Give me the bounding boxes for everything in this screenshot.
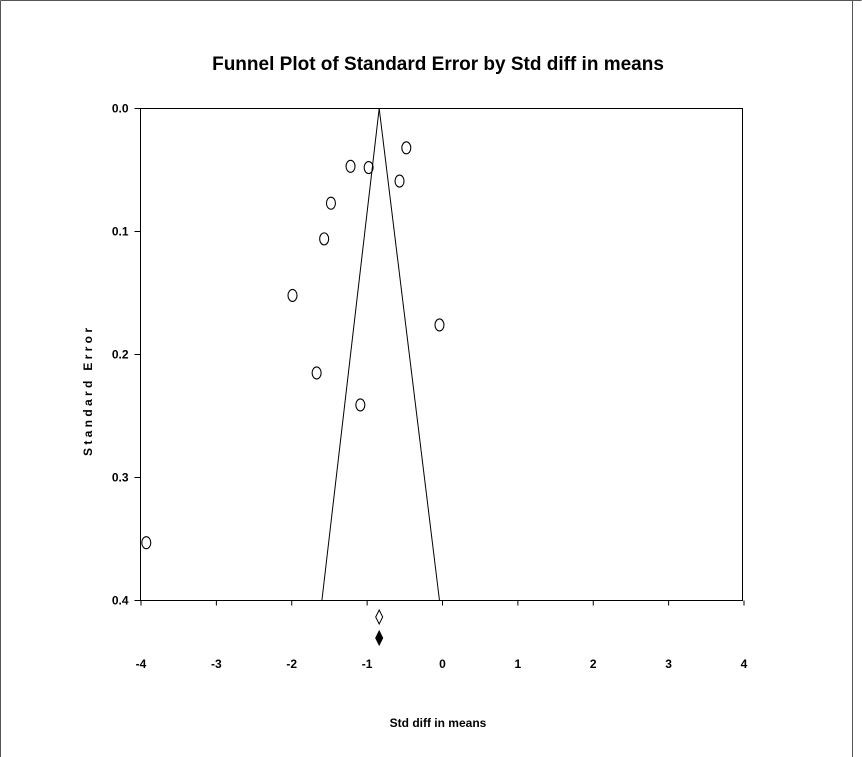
data-point xyxy=(355,398,366,412)
data-point xyxy=(394,174,405,188)
x-axis-label: Std diff in means xyxy=(390,716,487,730)
x-tick-label: 1 xyxy=(515,657,522,671)
funnel-right-line xyxy=(378,108,440,601)
x-tick-label: -4 xyxy=(136,657,147,671)
plot-area xyxy=(140,108,743,601)
data-points xyxy=(141,141,445,550)
y-tick-label: 0.3 xyxy=(112,471,129,485)
x-tick-label: 3 xyxy=(665,657,672,671)
data-point xyxy=(311,366,322,380)
summary-markers xyxy=(375,608,384,647)
x-tick-label: -2 xyxy=(286,657,297,671)
data-point xyxy=(345,159,356,173)
y-tick-label: 0.2 xyxy=(112,348,129,362)
data-point xyxy=(325,196,336,210)
funnel-left-line xyxy=(321,108,380,601)
summary-diamond-open xyxy=(375,608,384,626)
y-tick-label: 0.4 xyxy=(112,594,129,608)
data-point xyxy=(363,160,374,175)
data-point xyxy=(287,288,298,303)
x-axis: -4 -3 -2 -1 0 1 2 3 4 xyxy=(136,600,748,671)
data-point xyxy=(401,141,412,155)
y-tick-label: 0.1 xyxy=(112,225,129,239)
x-tick-label: -1 xyxy=(362,657,373,671)
chart-title: Funnel Plot of Standard Error by Std dif… xyxy=(212,54,664,75)
funnel xyxy=(321,108,440,601)
summary-diamond-filled xyxy=(375,629,384,647)
x-tick-label: 2 xyxy=(590,657,597,671)
y-axis-label: S t a n d a r d E r r o r xyxy=(81,328,95,456)
y-tick-label: 0.0 xyxy=(112,102,129,116)
y-axis: 0.0 0.1 0.2 0.3 0.4 xyxy=(112,102,141,608)
data-point xyxy=(319,232,330,246)
x-tick-label: 0 xyxy=(439,657,446,671)
data-point xyxy=(141,536,152,550)
x-tick-label: 4 xyxy=(741,657,748,671)
data-point xyxy=(434,318,445,332)
x-tick-label: -3 xyxy=(211,657,222,671)
